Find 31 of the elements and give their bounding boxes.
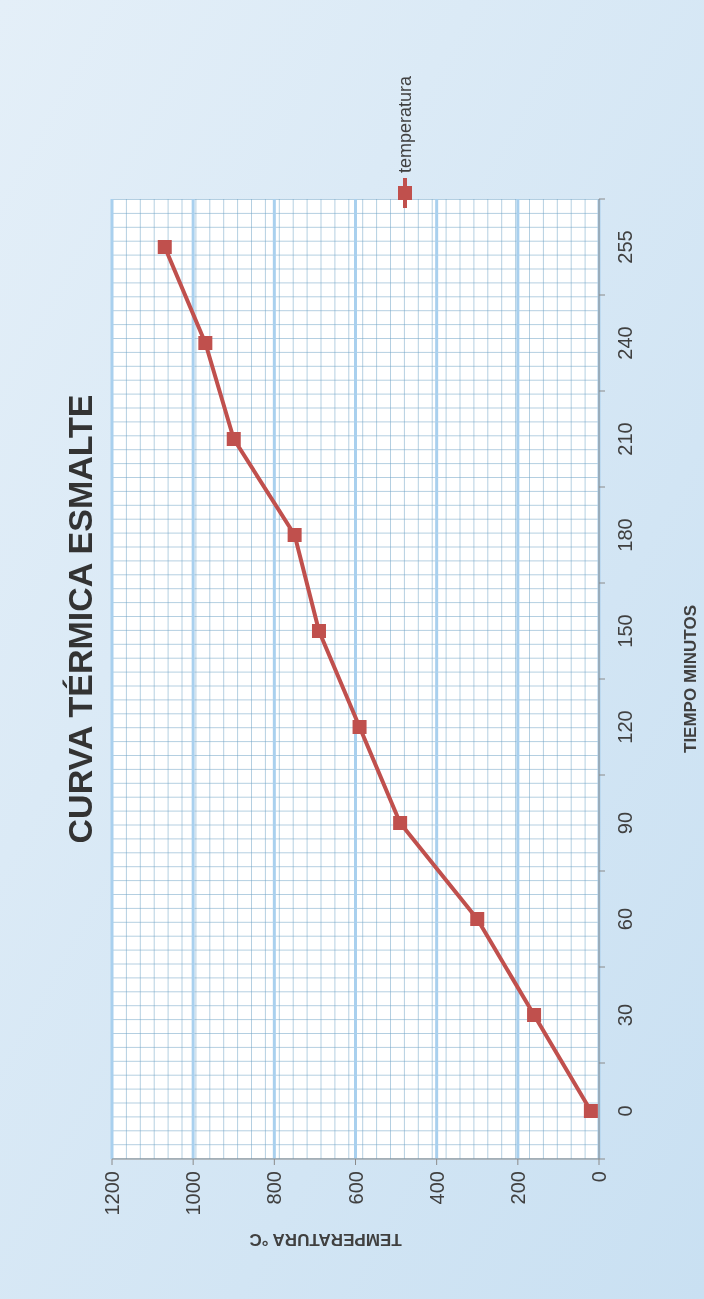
- y-tick-label: 90: [614, 811, 636, 835]
- y-tick-label: 210: [614, 422, 636, 456]
- y-axis-title: TIEMPO MINUTOS: [680, 605, 700, 753]
- x-tick-label: 200: [506, 1171, 529, 1205]
- point: [527, 1008, 542, 1022]
- point: [226, 432, 241, 446]
- point: [470, 912, 485, 926]
- x-tick-label: 1200: [101, 1171, 123, 1216]
- y-tick-label: 120: [614, 710, 636, 744]
- point: [311, 624, 326, 638]
- y-tick-label: 30: [614, 1003, 636, 1027]
- point: [393, 816, 408, 830]
- point: [198, 336, 213, 350]
- text: temperatura: [395, 74, 416, 173]
- x-axis-title: TEMPERATURA °C: [249, 1230, 402, 1250]
- y-tick-label: 150: [614, 614, 636, 648]
- y-tick-label: 180: [614, 518, 636, 552]
- x-tick-label: 600: [344, 1171, 367, 1205]
- point: [583, 1104, 598, 1118]
- text: CURVA TÉRMICA ESMALTE: [60, 394, 99, 844]
- x-tick-label: 800: [263, 1171, 286, 1205]
- point: [352, 720, 367, 734]
- x-tick-label: 1000: [182, 1171, 205, 1216]
- y-tick-label: 240: [614, 326, 636, 360]
- y-tick-label: 255: [614, 230, 636, 264]
- point: [157, 240, 172, 254]
- point: [287, 528, 302, 542]
- x-tick-label: 400: [425, 1171, 448, 1205]
- y-tick-label: 60: [614, 907, 636, 931]
- y-tick-label: 0: [614, 1105, 636, 1117]
- x-tick-label: 0: [588, 1171, 610, 1183]
